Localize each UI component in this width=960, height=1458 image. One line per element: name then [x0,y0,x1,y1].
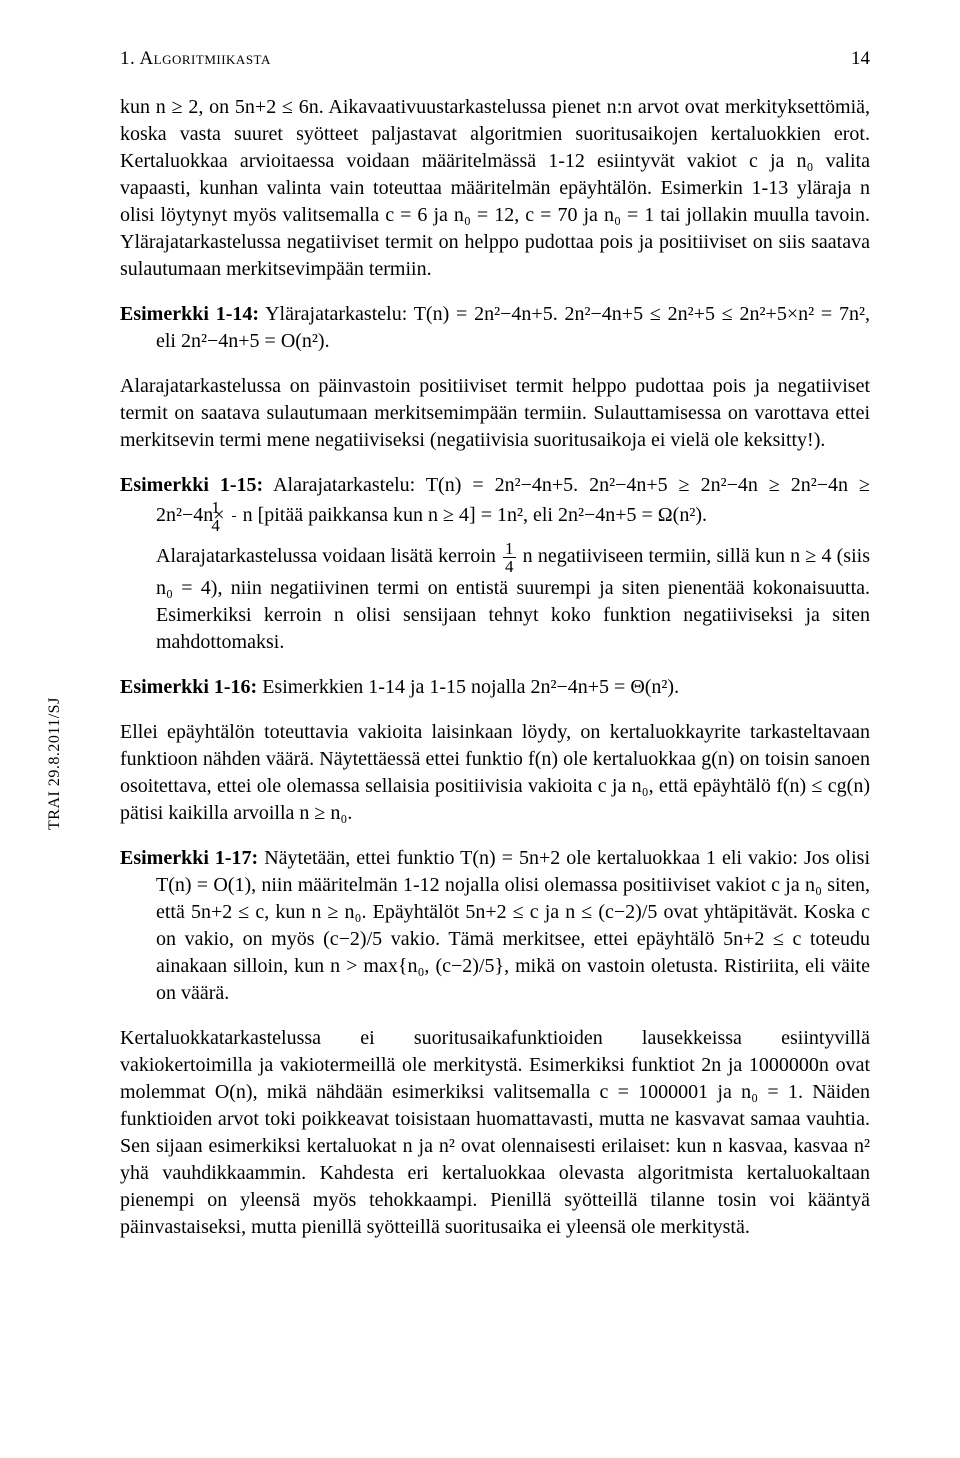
section-title: 1. Algoritmiikasta [120,48,271,70]
paragraph-3: Ellei epäyhtälön toteuttavia vakioita la… [120,719,870,827]
example-body-c: Alarajatarkastelussa voidaan lisätä kerr… [156,545,501,567]
example-body: Esimerkkien 1-14 ja 1-15 nojalla 2n²−4n+… [257,676,679,698]
example-label: Esimerkki 1-15: [120,474,263,496]
page: TRAI 29.8.2011/SJ 1. Algoritmiikasta 14 … [0,0,960,1319]
example-label: Esimerkki 1-16: [120,676,257,698]
sidebar-label: TRAI 29.8.2011/SJ [46,697,64,830]
page-number: 14 [851,48,870,70]
paragraph-1: kun n ≥ 2, on 5n+2 ≤ 6n. Aikavaativuusta… [120,94,870,283]
example-label: Esimerkki 1-14: [120,303,259,325]
example-label: Esimerkki 1-17: [120,847,258,869]
running-header: 1. Algoritmiikasta 14 [120,48,870,70]
fraction-icon: 14 [232,499,236,534]
example-body: Ylärajatarkastelu: T(n) = 2n²−4n+5. 2n²−… [156,303,870,352]
example-body-b: n [pitää paikkansa kun n ≥ 4] = 1n², eli… [238,504,707,526]
example-1-17: Esimerkki 1-17: Näytetään, ettei funktio… [120,845,870,1007]
example-1-14: Esimerkki 1-14: Ylärajatarkastelu: T(n) … [120,301,870,355]
example-1-15: Esimerkki 1-15: Alarajatarkastelu: T(n) … [120,472,870,656]
fraction-icon: 14 [503,540,516,575]
paragraph-4: Kertaluokkatarkastelussa ei suoritusaika… [120,1025,870,1241]
example-body: Näytetään, ettei funktio T(n) = 5n+2 ole… [156,847,870,1004]
example-1-16: Esimerkki 1-16: Esimerkkien 1-14 ja 1-15… [120,674,870,701]
paragraph-2: Alarajatarkastelussa on päinvastoin posi… [120,373,870,454]
